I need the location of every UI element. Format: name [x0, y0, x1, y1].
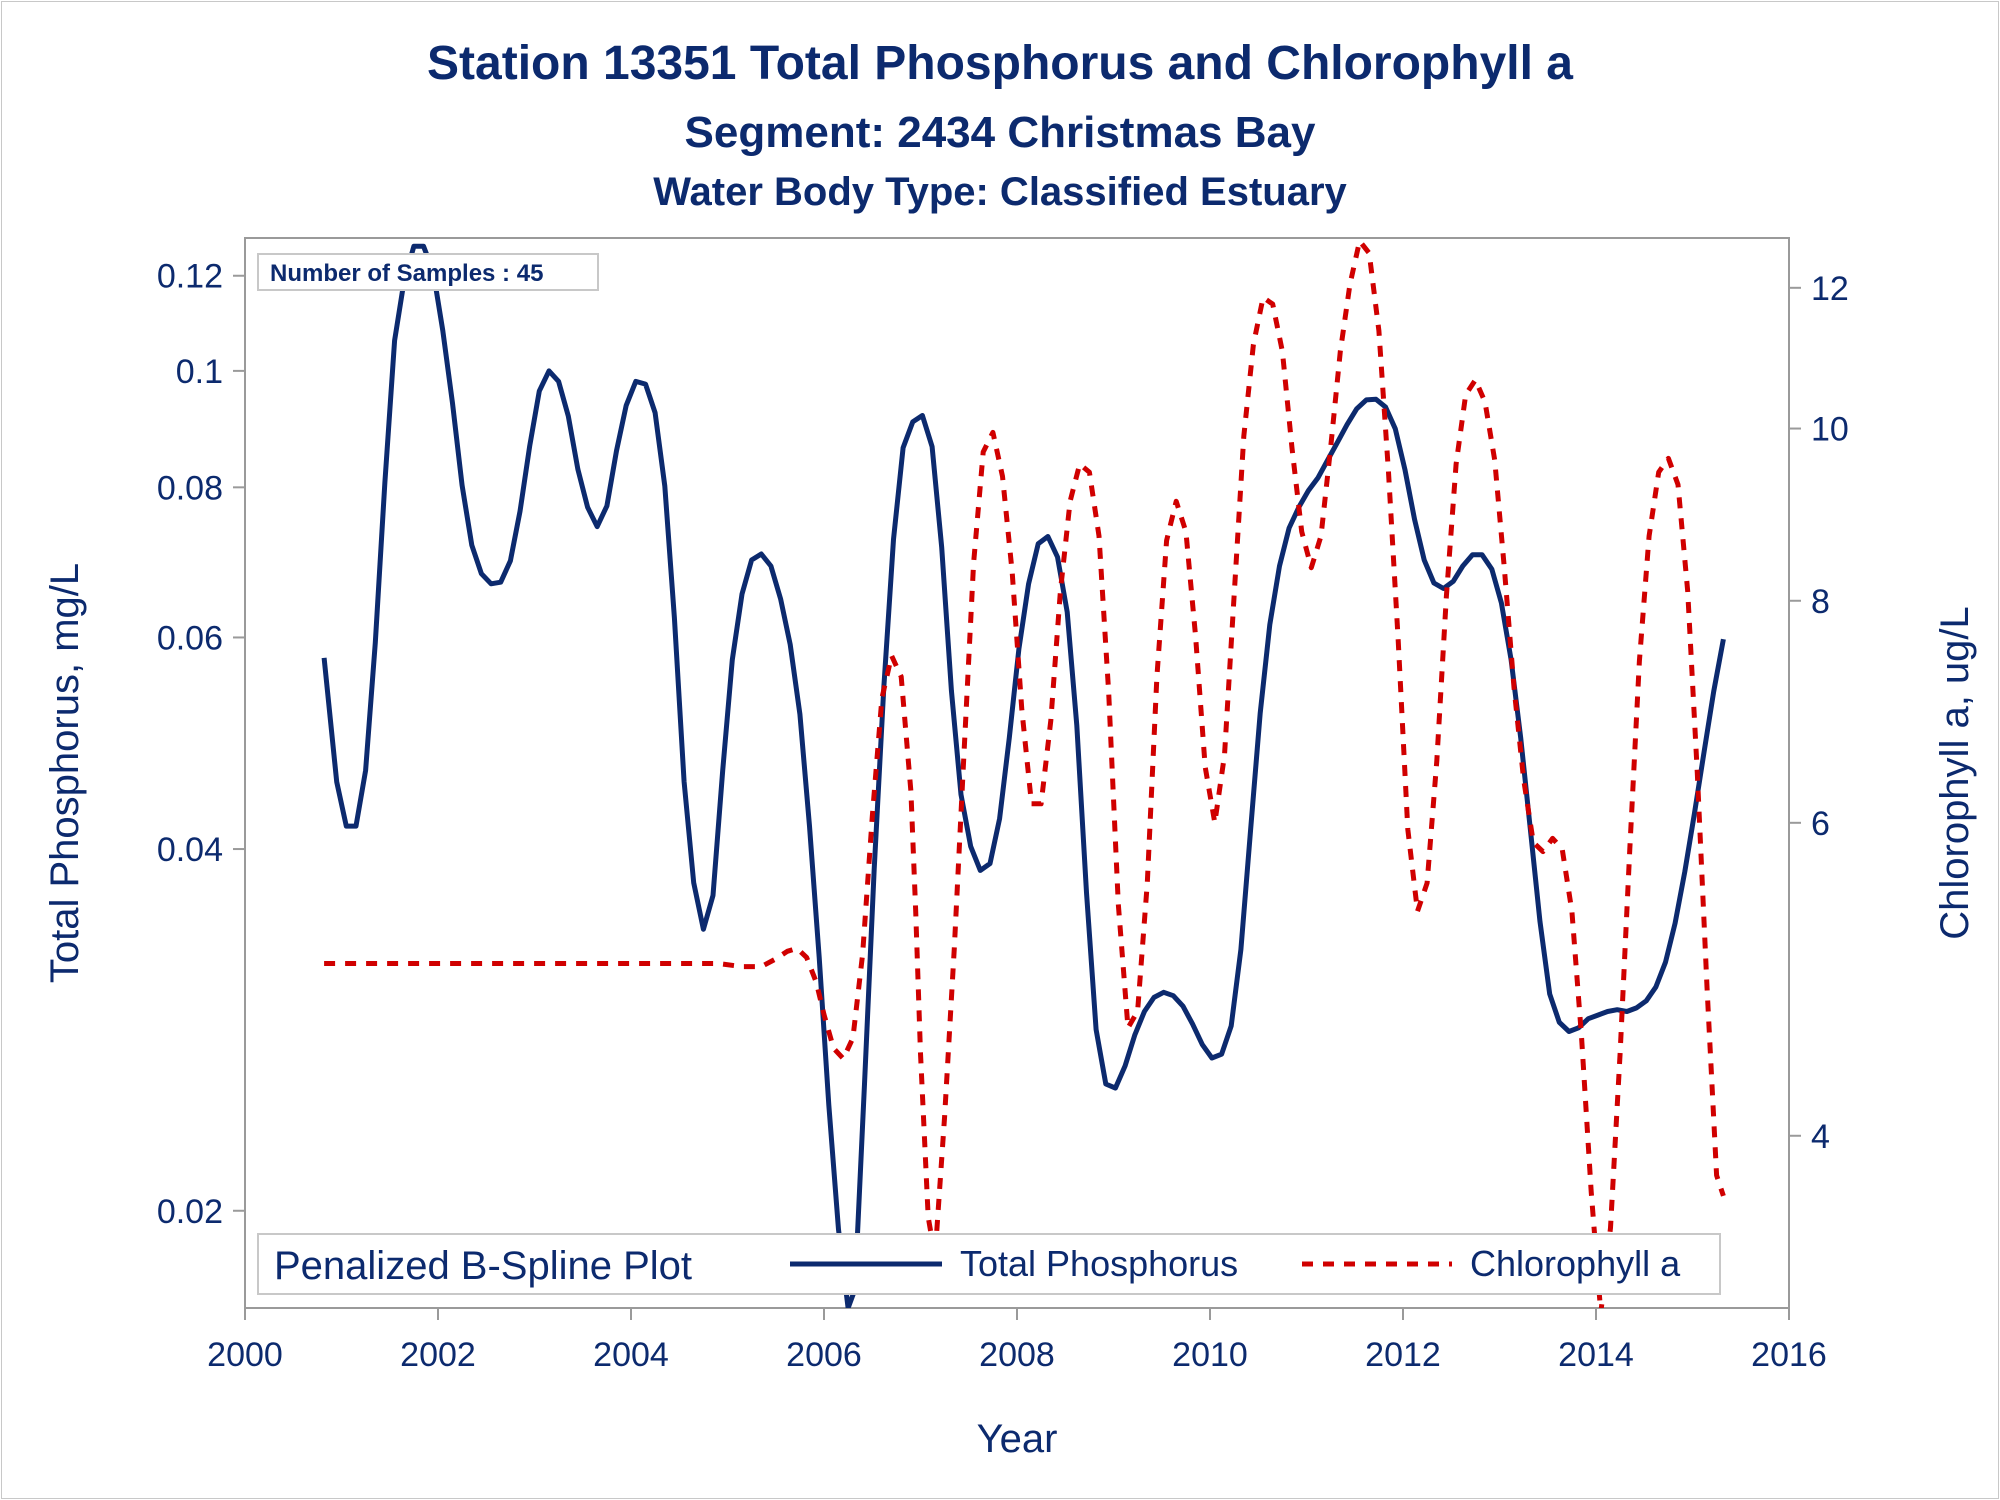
legend-title: Penalized B-Spline Plot — [274, 1244, 692, 1288]
y2-tick-label: 4 — [1811, 1118, 1830, 1156]
y2-tick-label: 10 — [1811, 411, 1849, 449]
legend: Penalized B-Spline Plot Total Phosphorus… — [257, 1233, 1721, 1295]
y2-tick-label: 8 — [1811, 583, 1830, 621]
x-axis: 2000 2002 2004 2006 2008 2010 2012 2014 2016 — [207, 1308, 1827, 1374]
x-tick-label: 2002 — [400, 1336, 476, 1374]
legend-entry-phosphorus: Total Phosphorus — [960, 1243, 1238, 1284]
sample-count-label: Number of Samples : 45 — [270, 260, 543, 287]
y-axis-label-right: Chlorophyll a, ug/L — [1933, 606, 1977, 940]
x-tick-label: 2014 — [1558, 1336, 1634, 1374]
y-tick-label: 0.1 — [176, 353, 223, 391]
y-tick-label: 0.08 — [157, 469, 223, 507]
x-tick-label: 2008 — [979, 1336, 1055, 1374]
y-tick-label: 0.12 — [157, 258, 223, 296]
y2-tick-label: 6 — [1811, 805, 1830, 843]
series-line-total-phosphorus — [321, 243, 1726, 1308]
y-axis-label-left: Total Phosphorus, mg/L — [43, 563, 87, 983]
legend-entry-chlorophyll: Chlorophyll a — [1470, 1243, 1681, 1284]
series-line-chlorophyll-a — [324, 238, 1726, 1308]
x-tick-label: 2004 — [593, 1336, 669, 1374]
chart-subtitle-water-body: Water Body Type: Classified Estuary — [653, 170, 1347, 214]
x-tick-label: 2012 — [1365, 1336, 1441, 1374]
x-tick-label: 2016 — [1751, 1336, 1827, 1374]
y-tick-label: 0.04 — [157, 831, 223, 869]
x-tick-label: 2000 — [207, 1336, 283, 1374]
x-tick-label: 2006 — [786, 1336, 862, 1374]
x-axis-label: Year — [977, 1417, 1058, 1461]
y-tick-label: 0.02 — [157, 1193, 223, 1231]
y-axis-left: 0.02 0.04 0.06 0.08 0.1 0.12 — [157, 258, 245, 1231]
sample-count-box: Number of Samples : 45 — [257, 253, 599, 291]
y-axis-right: 4 6 8 10 12 — [1789, 270, 1849, 1156]
y-tick-label: 0.06 — [157, 619, 223, 657]
chart-title: Station 13351 Total Phosphorus and Chlor… — [427, 37, 1573, 90]
y2-tick-label: 12 — [1811, 270, 1849, 308]
chart-subtitle-segment: Segment: 2434 Christmas Bay — [684, 108, 1316, 157]
plot-area — [244, 237, 1790, 1309]
x-tick-label: 2010 — [1172, 1336, 1248, 1374]
series-layer — [321, 238, 1726, 1308]
